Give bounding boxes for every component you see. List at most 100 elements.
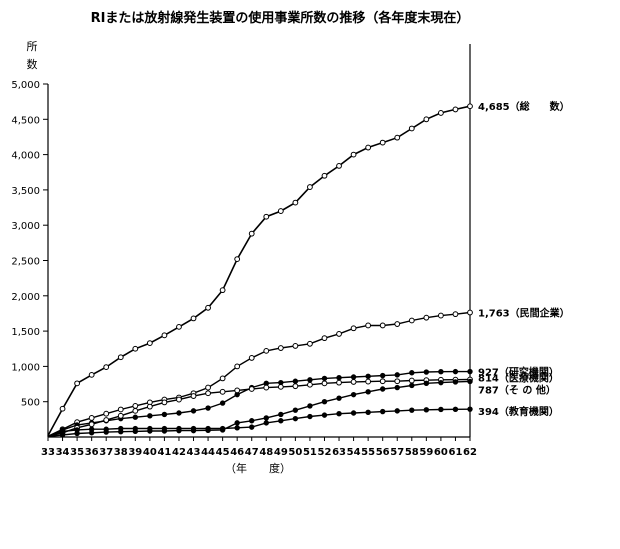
x-tick-label: 43 xyxy=(187,447,201,458)
x-tick-label: 58 xyxy=(405,447,419,458)
data-point xyxy=(248,230,255,237)
data-point xyxy=(263,347,270,354)
data-point xyxy=(452,311,459,318)
data-point xyxy=(147,413,153,419)
data-point xyxy=(249,418,255,424)
y-tick-label: 2,000 xyxy=(11,292,40,303)
data-point xyxy=(263,420,269,426)
data-point xyxy=(307,403,313,409)
series-group xyxy=(47,103,473,438)
x-tick-label: 39 xyxy=(128,447,142,458)
data-point xyxy=(176,323,182,330)
data-point xyxy=(292,199,299,206)
data-point xyxy=(248,355,255,361)
data-point xyxy=(336,379,342,386)
data-point xyxy=(292,415,299,422)
data-point xyxy=(59,428,66,435)
data-point xyxy=(248,386,255,392)
data-point xyxy=(321,399,328,405)
data-point xyxy=(307,413,313,420)
data-point xyxy=(234,363,241,370)
data-point xyxy=(365,389,371,395)
data-point xyxy=(234,420,240,426)
data-point xyxy=(307,381,313,388)
data-point xyxy=(205,425,211,432)
data-point xyxy=(147,425,153,432)
data-point xyxy=(409,370,415,376)
data-point xyxy=(161,332,168,339)
data-point xyxy=(292,383,299,390)
data-point xyxy=(452,368,459,375)
data-point xyxy=(74,380,81,387)
data-point xyxy=(74,427,80,433)
data-point xyxy=(379,408,386,415)
data-point xyxy=(467,103,473,110)
data-point xyxy=(234,256,241,262)
data-point xyxy=(408,125,415,132)
x-tick-label: 48 xyxy=(259,447,273,458)
series-end-label: 4,685（総 数） xyxy=(478,100,570,113)
data-point xyxy=(219,388,226,395)
data-point xyxy=(321,375,328,382)
data-point xyxy=(336,411,342,417)
data-point xyxy=(379,139,386,146)
data-point xyxy=(278,418,284,424)
data-point xyxy=(350,379,357,385)
x-tick-label: 44 xyxy=(201,447,215,458)
x-tick-label: 35 xyxy=(70,447,84,458)
data-point xyxy=(132,345,139,352)
data-point xyxy=(365,144,372,151)
data-point xyxy=(452,406,459,413)
data-point xyxy=(277,383,284,390)
x-tick-label: 51 xyxy=(303,447,317,458)
data-point xyxy=(336,395,342,401)
x-tick-label: 60 xyxy=(434,447,448,458)
data-point xyxy=(409,407,415,413)
data-point xyxy=(263,384,270,391)
data-point xyxy=(277,208,284,214)
data-point xyxy=(190,425,197,432)
data-point xyxy=(117,412,124,419)
data-point xyxy=(365,322,372,329)
data-point xyxy=(336,162,342,169)
data-point xyxy=(423,369,430,375)
data-point xyxy=(321,380,328,387)
x-tick-label: 42 xyxy=(172,447,186,458)
data-point xyxy=(88,371,95,378)
data-point xyxy=(103,426,109,432)
data-point xyxy=(365,409,371,415)
data-point xyxy=(292,378,299,384)
data-point xyxy=(219,400,226,406)
data-point xyxy=(176,410,182,416)
data-point xyxy=(452,379,459,385)
data-point xyxy=(379,378,386,385)
y-tick-label: 3,500 xyxy=(11,186,40,197)
data-point xyxy=(365,373,371,379)
x-tick-label: 50 xyxy=(288,447,302,458)
data-point xyxy=(350,410,357,416)
data-point xyxy=(205,384,211,391)
x-tick-label: 54 xyxy=(347,447,361,458)
x-tick-label: 56 xyxy=(376,447,390,458)
x-tick-label: 61 xyxy=(448,447,462,458)
data-point xyxy=(132,403,139,409)
x-ticks: 33 34 35 36 37 38 39 40 41 42 43 44 45 46 47 48 49 50 51 52… xyxy=(41,437,477,458)
data-point xyxy=(59,405,66,412)
data-point xyxy=(467,406,473,412)
series-end-label: 394（教育機関） xyxy=(478,405,559,418)
data-point xyxy=(394,372,400,378)
data-point xyxy=(103,417,110,423)
data-point xyxy=(161,399,168,406)
data-point xyxy=(394,378,401,385)
data-point xyxy=(88,421,95,428)
y-tick-label: 500 xyxy=(21,398,40,409)
data-point xyxy=(88,415,95,421)
data-point xyxy=(176,425,182,432)
data-point xyxy=(438,368,444,375)
data-point xyxy=(438,379,444,386)
data-point xyxy=(88,426,95,432)
data-point xyxy=(379,372,386,379)
x-tick-label: 59 xyxy=(419,447,433,458)
data-point xyxy=(234,425,240,431)
